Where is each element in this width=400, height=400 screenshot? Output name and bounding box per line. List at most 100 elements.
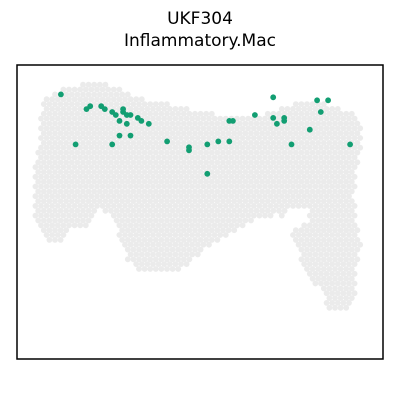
background-spot xyxy=(57,149,64,156)
background-spot xyxy=(63,101,70,107)
background-spot xyxy=(340,280,347,287)
background-spot xyxy=(298,227,305,234)
highlight-spot xyxy=(226,138,233,145)
background-spot xyxy=(71,193,78,200)
background-spot xyxy=(172,232,179,238)
background-spot xyxy=(119,237,126,243)
background-spot xyxy=(315,159,322,166)
background-spot xyxy=(309,256,316,263)
background-spot xyxy=(264,198,271,205)
background-spot xyxy=(329,261,336,267)
background-spot xyxy=(178,183,184,190)
background-spot xyxy=(236,188,243,195)
background-spot xyxy=(250,212,257,219)
background-spot xyxy=(60,164,67,171)
background-spot xyxy=(169,188,176,195)
background-spot xyxy=(144,193,151,200)
background-spot xyxy=(217,212,224,219)
background-spot xyxy=(346,212,352,219)
background-spot xyxy=(264,188,271,195)
background-spot xyxy=(144,173,151,180)
background-spot xyxy=(326,275,333,282)
background-spot xyxy=(267,164,274,171)
background-spot xyxy=(259,149,266,156)
background-spot xyxy=(46,130,53,137)
background-spot xyxy=(35,169,42,175)
background-spot xyxy=(113,91,120,98)
background-spot xyxy=(54,125,61,132)
background-spot xyxy=(343,237,350,243)
background-spot xyxy=(183,154,190,161)
background-spot xyxy=(144,241,151,248)
background-spot xyxy=(119,188,126,195)
background-spot xyxy=(94,115,100,122)
background-spot xyxy=(52,188,58,195)
background-spot xyxy=(306,106,313,112)
background-spot xyxy=(124,149,131,156)
background-spot xyxy=(256,154,263,161)
background-spot xyxy=(323,261,330,267)
background-spot xyxy=(332,217,338,224)
background-spot xyxy=(262,212,268,219)
background-spot xyxy=(306,203,313,209)
background-spot xyxy=(124,101,131,107)
background-spot xyxy=(217,222,224,229)
background-spot xyxy=(116,164,123,171)
background-spot xyxy=(197,198,204,205)
background-spot xyxy=(332,304,338,311)
background-spot xyxy=(113,169,120,175)
background-spot xyxy=(46,149,53,156)
background-spot xyxy=(186,178,193,185)
background-spot xyxy=(337,159,344,166)
background-spot xyxy=(276,188,282,195)
background-spot xyxy=(343,207,350,214)
background-spot xyxy=(88,183,95,190)
background-spot xyxy=(127,154,134,161)
background-spot xyxy=(49,106,56,112)
background-spot xyxy=(309,110,316,117)
background-spot xyxy=(105,183,112,190)
background-spot xyxy=(351,280,358,287)
background-spot xyxy=(119,207,126,214)
background-spot xyxy=(150,222,156,229)
background-spot xyxy=(211,115,218,122)
background-spot xyxy=(295,164,302,171)
background-spot xyxy=(231,130,238,137)
background-spot xyxy=(60,183,67,190)
background-spot xyxy=(116,193,123,200)
background-spot xyxy=(208,227,215,234)
background-spot xyxy=(35,188,42,195)
background-spot xyxy=(54,164,61,171)
background-spot xyxy=(152,178,159,185)
background-spot xyxy=(231,159,238,166)
background-spot xyxy=(130,227,137,234)
background-spot xyxy=(253,140,260,146)
background-spot xyxy=(245,115,252,122)
background-spot xyxy=(152,227,159,234)
background-spot xyxy=(326,188,333,195)
background-spot xyxy=(273,183,280,190)
background-spot xyxy=(130,101,137,107)
background-spot xyxy=(248,169,254,175)
background-spot xyxy=(329,241,336,248)
background-spot xyxy=(298,188,305,195)
background-spot xyxy=(270,207,277,214)
background-spot xyxy=(172,251,179,258)
background-spot xyxy=(102,169,109,175)
background-spot xyxy=(147,246,154,253)
background-spot xyxy=(172,212,179,219)
background-spot xyxy=(295,154,302,161)
background-spot xyxy=(323,106,330,112)
background-spot xyxy=(96,140,103,146)
background-spot xyxy=(290,232,296,238)
background-spot xyxy=(326,120,333,127)
background-spot xyxy=(194,115,201,122)
background-spot xyxy=(119,91,126,98)
background-spot xyxy=(66,222,72,229)
background-spot xyxy=(200,154,207,161)
background-spot xyxy=(108,198,114,205)
background-spot xyxy=(127,183,134,190)
background-spot xyxy=(32,173,39,180)
background-spot xyxy=(96,178,103,185)
background-spot xyxy=(245,144,252,151)
